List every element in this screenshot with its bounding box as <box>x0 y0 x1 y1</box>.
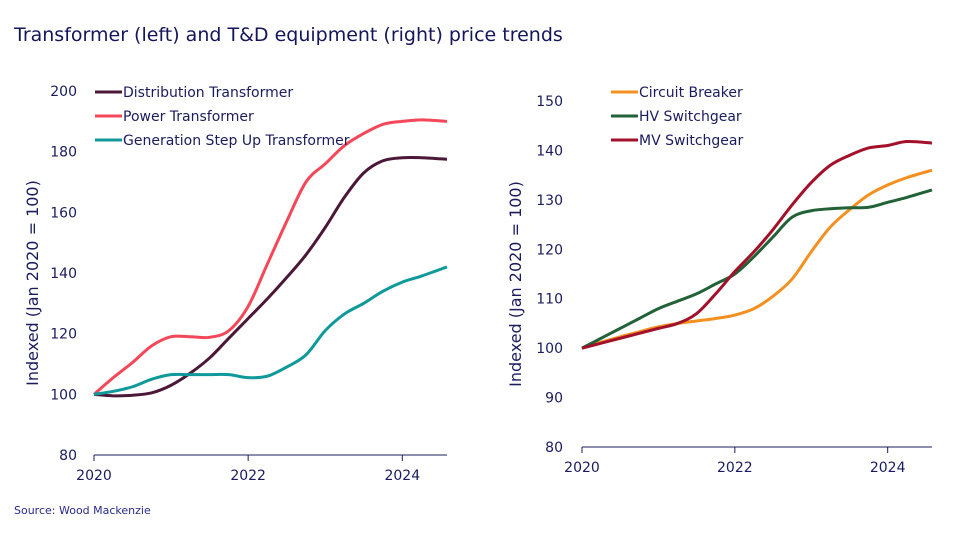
x-tick-label: 2022 <box>230 468 266 484</box>
legend-label: Power Transformer <box>123 109 254 125</box>
chart-1: 2020 2022 2024 80 100 120 140 160 180 200 Indexed … <box>23 84 448 484</box>
y-tick-label: 120 <box>536 242 563 258</box>
legend-label: Generation Step Up Transformer <box>123 133 350 149</box>
legend-label: Circuit Breaker <box>639 85 743 101</box>
x-tick-label: 2022 <box>717 460 753 476</box>
page-title: Transformer (left) and T&D equipment (ri… <box>14 24 563 46</box>
y-tick-label: 180 <box>50 145 77 161</box>
y-tick-label: 90 <box>545 391 563 407</box>
series-line-3 <box>581 139 933 350</box>
x-tick-label: 2020 <box>76 468 112 484</box>
y-tick-label: 130 <box>536 193 563 209</box>
y-tick-label: 140 <box>536 143 563 159</box>
y-tick-label: 100 <box>50 387 77 403</box>
y-tick-label: 80 <box>59 448 77 464</box>
series-line-2 <box>581 188 933 350</box>
chart-2: 2020 2022 2024 80 90 100 110 120 130 140 150 Indexe… <box>506 85 933 476</box>
y-tick-label: 100 <box>536 341 563 357</box>
y-tick-label: 150 <box>536 94 563 110</box>
x-tick-label: 2024 <box>870 460 906 476</box>
y-tick-label: 110 <box>536 292 563 308</box>
series-line-2 <box>93 118 448 396</box>
y-tick-label: 160 <box>50 205 77 221</box>
y-axis-label: Indexed (Jan 2020 = 100) <box>506 181 525 387</box>
y-tick-label: 200 <box>50 84 77 100</box>
x-tick-label: 2020 <box>564 460 600 476</box>
y-axis-label: Indexed (Jan 2020 = 100) <box>23 180 42 386</box>
x-tick-label: 2024 <box>384 468 420 484</box>
y-tick-label: 140 <box>50 266 77 282</box>
legend-label: Distribution Transformer <box>123 85 293 101</box>
legend-label: HV Switchgear <box>639 109 742 125</box>
source-note: Source: Wood Mackenzie <box>14 504 151 517</box>
y-tick-label: 120 <box>50 327 77 343</box>
y-tick-label: 80 <box>545 440 563 456</box>
legend-label: MV Switchgear <box>639 133 743 149</box>
series-line-3 <box>93 265 448 396</box>
series-line-1 <box>93 155 448 398</box>
